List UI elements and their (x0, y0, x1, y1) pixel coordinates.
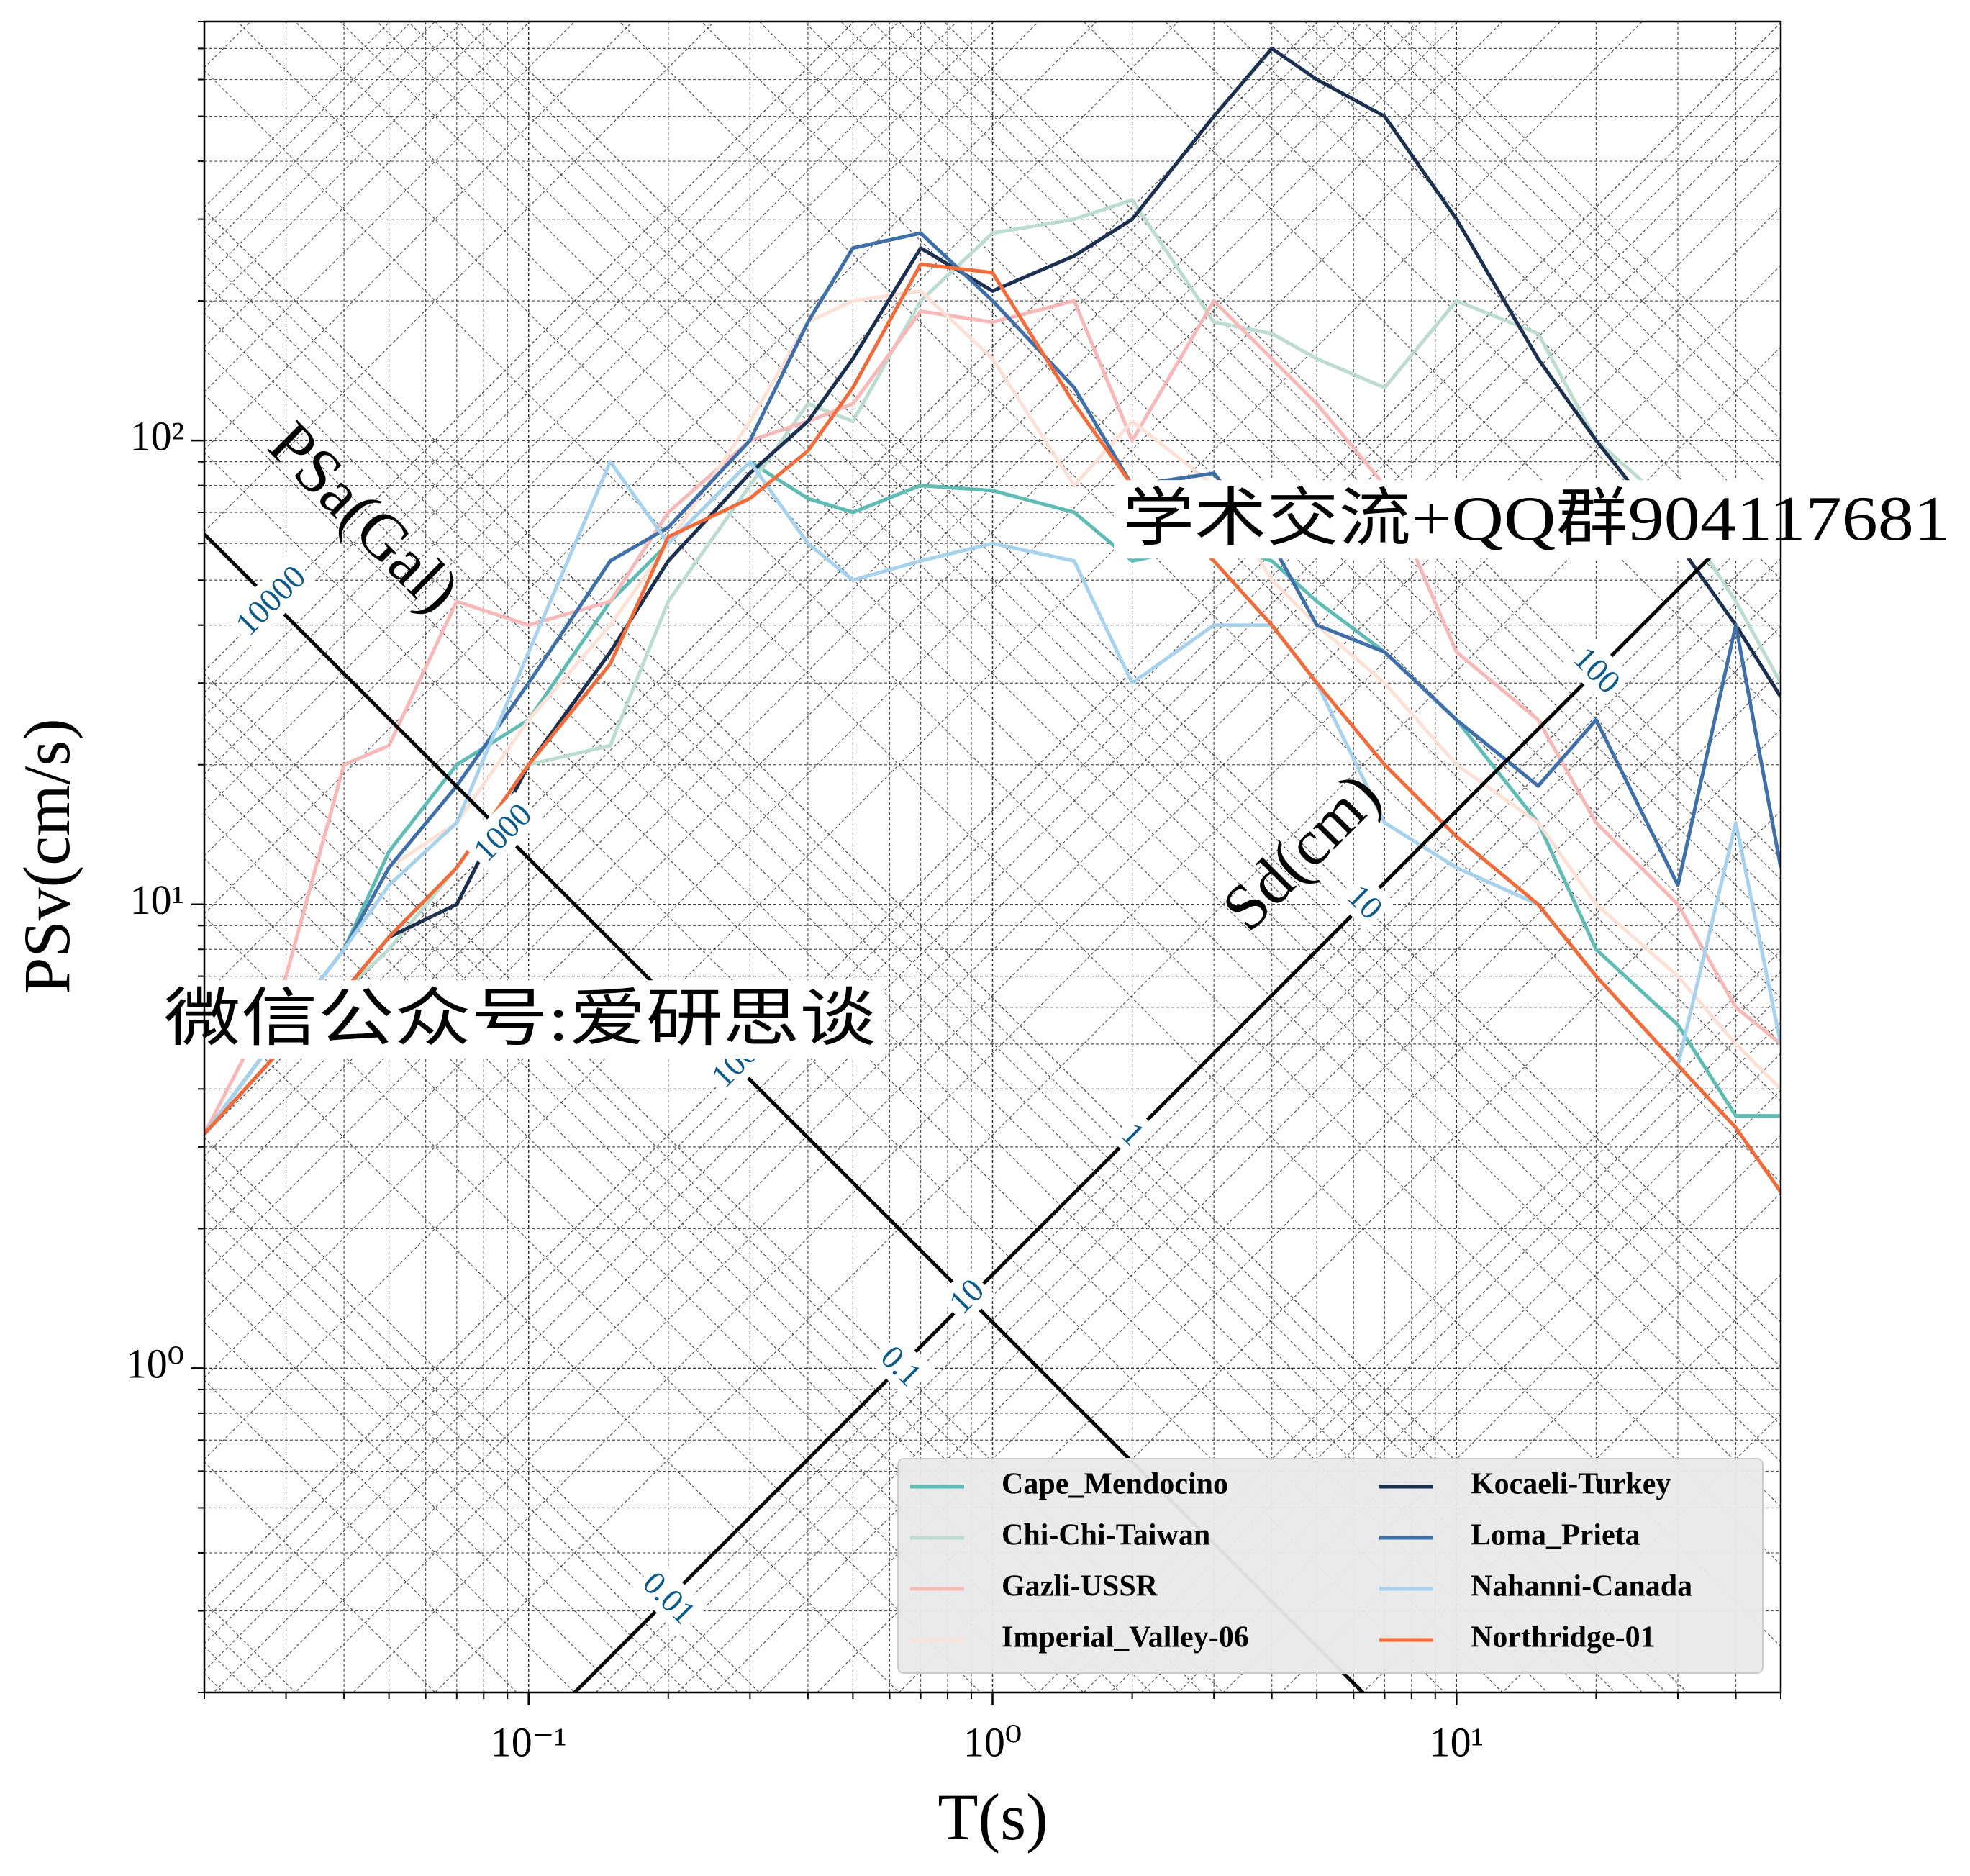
series-line (204, 299, 1781, 1135)
x-tick-label: 10⁰ (963, 1718, 1022, 1765)
legend-label: Loma_Prieta (1471, 1519, 1640, 1552)
diagonal-grid-line (700, 22, 1781, 1102)
plot-frame (203, 20, 1782, 1694)
label-backdrop (1562, 635, 1633, 705)
series-line (204, 262, 1781, 1193)
grid-layer (204, 22, 1781, 1693)
legend-label: Chi-Chi-Taiwan (1002, 1519, 1210, 1552)
x-tick-label: 10⁻¹ (491, 1718, 567, 1765)
label-backdrop (461, 792, 543, 873)
diagonal-grid-line (458, 22, 1781, 1344)
diagonal-grid-line (204, 22, 1643, 1460)
diagonal-grid-line (434, 22, 1781, 1368)
diagonal-grid-line (204, 22, 1561, 1378)
legend-label: Kocaeli-Turkey (1471, 1468, 1671, 1501)
diagonal-grid-line (922, 22, 1781, 880)
annotation: 微信公众号:爱研思谈 (164, 984, 876, 1054)
diagonal-grid-line (871, 22, 1781, 931)
label-backdrop (937, 1266, 995, 1325)
sd-grid-line (204, 209, 1688, 1693)
diagonal-grid-line (204, 22, 1391, 1207)
label-backdrop (1110, 1110, 1157, 1157)
overlay-layer: 10⁻¹ 10⁰ 10¹10⁰10¹10²101001000100000.010.1… (126, 21, 1958, 1765)
y-tick-label: 10⁰ (126, 1341, 184, 1387)
diagonal-grid-line (353, 265, 1781, 1693)
annotation: 学术交流+QQ群904117681 (1122, 484, 1950, 554)
label-backdrop (632, 1560, 707, 1636)
diagonal-grid-line (204, 812, 1084, 1693)
legend-label: Imperial_Valley-06 (1002, 1621, 1249, 1654)
series-layer (204, 46, 1781, 1693)
label-backdrop (224, 553, 317, 647)
diagonal-grid-line (898, 22, 1781, 904)
label-backdrop (869, 1333, 933, 1397)
y-axis-title: PSv(cm/s) (10, 718, 83, 994)
diagonal-grid-line (237, 22, 1781, 1565)
legend-label: Nahanni-Canada (1471, 1570, 1692, 1603)
sd-grid-line (943, 22, 1781, 859)
legend-label: Gazli-USSR (1002, 1570, 1158, 1603)
annotation-backdrop (1114, 480, 1958, 559)
diagonal-grid-line (619, 531, 1781, 1693)
sd-grid-line (479, 22, 1781, 1323)
x-axis-title: T(s) (938, 1780, 1048, 1854)
y-tick-label: 10¹ (130, 876, 184, 923)
legend-box (897, 1458, 1764, 1674)
legend-label: Northridge-01 (1471, 1621, 1656, 1654)
diagonal-grid-line (204, 22, 1097, 915)
y-tick-label: 10² (130, 412, 184, 459)
label-backdrop (1336, 873, 1394, 931)
x-tick-label: 10¹ (1430, 1718, 1484, 1765)
diagonal-grid-line (204, 22, 1340, 1157)
psa-axis-line (204, 533, 1366, 1693)
psa-grid-line (204, 22, 1319, 1136)
diagonal-grid-line (204, 254, 1643, 1693)
diagonal-grid-line (204, 22, 1179, 996)
diagonal-grid-line (1267, 22, 1781, 535)
diagonal-grid-line (204, 67, 1781, 1644)
diagonal-grid-line (204, 94, 1781, 1672)
series-line (204, 46, 1781, 1136)
psa-grid-line (204, 22, 1781, 1600)
legend-label: Cape_Mendocino (1002, 1468, 1228, 1501)
annotation-backdrop (155, 980, 885, 1059)
legend: Cape_Mendocino Chi-Chi-Taiwan Gazli-USSR Im… (897, 1458, 1764, 1674)
diagonal-grid-line (204, 43, 1781, 1621)
sd-axis-line (572, 485, 1781, 1693)
diagonal-grid-line (204, 452, 1445, 1693)
